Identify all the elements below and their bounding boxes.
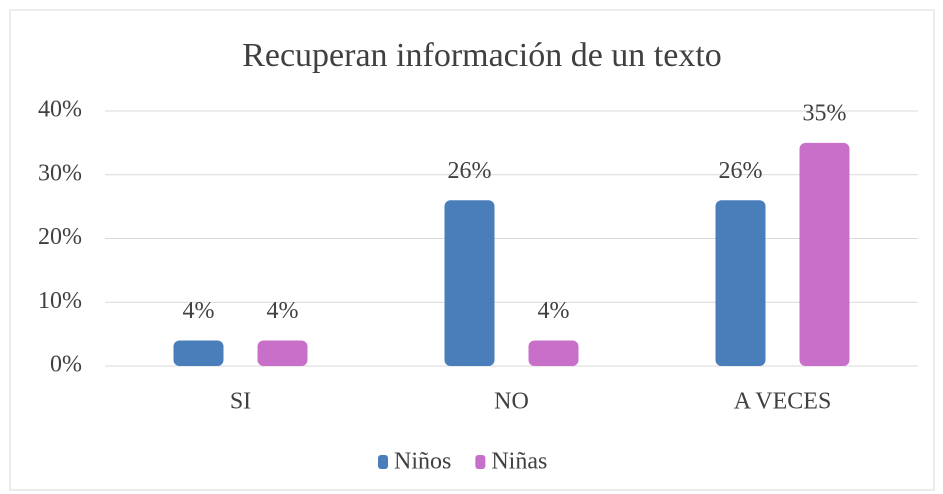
legend-label: Niños xyxy=(394,449,451,475)
legend-label: Niñas xyxy=(491,449,547,475)
bar xyxy=(800,143,850,366)
bar xyxy=(529,341,579,367)
page: Recuperan información de un texto 0% 10% 2… xyxy=(0,0,943,494)
bar xyxy=(445,200,495,366)
x-tick-label: A VECES xyxy=(734,389,832,415)
y-tick-label: 0% xyxy=(50,352,82,378)
bar xyxy=(258,341,308,367)
value-label: 4% xyxy=(267,298,299,324)
legend-swatch xyxy=(378,455,388,469)
y-tick-label: 20% xyxy=(38,224,82,250)
chart: Recuperan información de un texto 0% 10% 2… xyxy=(0,0,943,494)
value-label: 35% xyxy=(803,100,847,126)
x-tick-label: NO xyxy=(494,389,529,415)
x-tick-label: SI xyxy=(230,389,251,415)
value-label: 26% xyxy=(448,158,492,184)
y-tick-label: 10% xyxy=(38,288,82,314)
chart-title: Recuperan información de un texto xyxy=(242,37,722,74)
value-label: 26% xyxy=(719,158,763,184)
bar xyxy=(174,341,224,367)
legend-swatch xyxy=(475,455,485,469)
y-tick-label: 40% xyxy=(38,97,82,123)
y-tick-label: 30% xyxy=(38,160,82,186)
bar xyxy=(716,200,766,366)
value-label: 4% xyxy=(183,298,215,324)
value-label: 4% xyxy=(538,298,570,324)
